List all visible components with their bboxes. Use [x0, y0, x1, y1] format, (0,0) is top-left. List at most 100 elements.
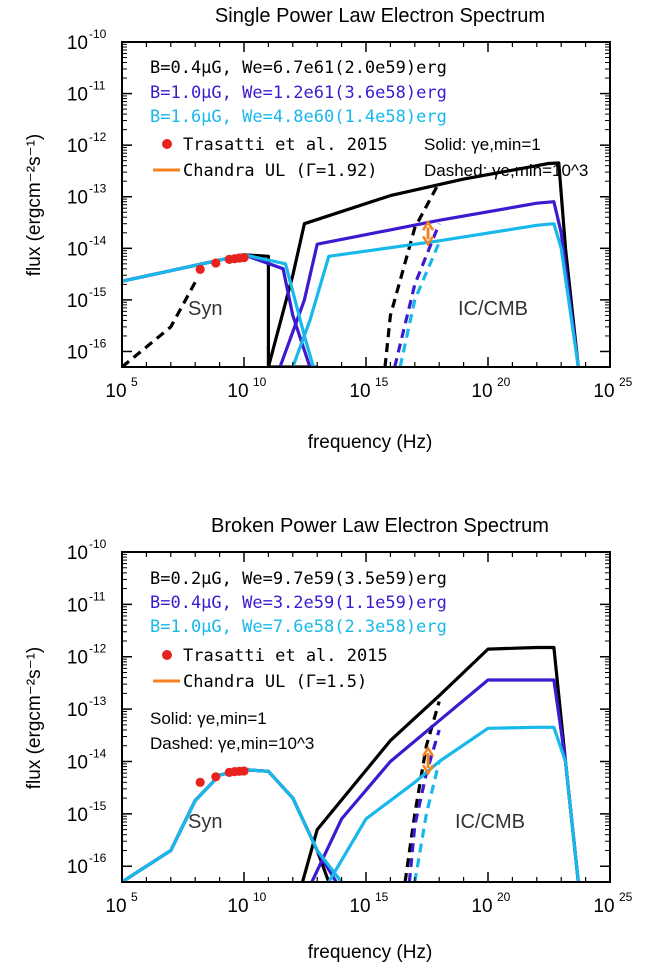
- x-tick-label: 10: [227, 381, 248, 402]
- series-line-black-solid: [266, 161, 580, 367]
- series-line-b1-solid: [310, 678, 580, 882]
- x-tick-label-exponent: 15: [375, 375, 389, 389]
- annotation-syn: Syn: [188, 298, 222, 320]
- data-point: [195, 264, 205, 275]
- legend-entry: B=1.0μG, We=7.6e58(2.3e58)erg: [150, 617, 447, 637]
- chart-title: Single Power Law Electron Spectrum: [215, 5, 545, 27]
- series-line-b1-dashed: [407, 729, 441, 882]
- y-tick-label: 10: [67, 342, 88, 363]
- series-curves: [122, 645, 580, 882]
- y-tick-label-exponent: -11: [89, 79, 106, 93]
- chandra-ul-arrowhead: [422, 235, 435, 247]
- series-line-black-solid: [122, 768, 331, 882]
- data-point: [211, 258, 221, 268]
- x-tick-label: 10: [105, 381, 126, 402]
- y-tick-label: 10: [67, 543, 88, 564]
- chart-panel-broken-power-law: Broken Power Law Electron Spectrum 10 5 10…: [24, 515, 633, 963]
- series-line-b1-solid: [278, 200, 580, 367]
- chandra-ul-arrowhead: [422, 219, 435, 231]
- series-line-black-dashed: [403, 701, 441, 882]
- legend-entry: Chandra UL (Γ=1.5): [183, 672, 367, 692]
- style-note-dashed: Dashed: γe,min=10^3: [150, 734, 314, 753]
- style-note-solid: Solid: γe,min=1: [424, 135, 541, 154]
- x-tick-label-exponent: 25: [619, 375, 633, 389]
- x-tick-label-exponent: 25: [619, 890, 633, 904]
- data-point: [211, 772, 221, 782]
- legend-entry: B=0.4μG, We=3.2e59(1.1e59)erg: [150, 593, 447, 613]
- y-tick-label-exponent: -10: [89, 537, 107, 551]
- x-tick-label-exponent: 10: [253, 890, 267, 904]
- data-points: [195, 253, 249, 275]
- y-axis-label: flux (ergcm⁻²s⁻¹): [24, 134, 45, 277]
- legend-entry: B=0.4μG, We=6.7e61(2.0e59)erg: [150, 58, 447, 78]
- x-tick-label: 10: [227, 896, 248, 917]
- y-tick-label: 10: [67, 188, 88, 209]
- annotation-syn: Syn: [188, 811, 222, 833]
- y-tick-label: 10: [67, 33, 88, 54]
- legend-entry: B=0.2μG, We=9.7e59(3.5e59)erg: [150, 569, 447, 589]
- series-line-black-dashed: [383, 181, 441, 367]
- legend: B=0.4μG, We=6.7e61(2.0e59)erg B=1.0μG, W…: [150, 58, 588, 181]
- x-tick-label: 10: [593, 896, 614, 917]
- series-line-black-dashed: [122, 281, 197, 367]
- chart-title: Broken Power Law Electron Spectrum: [211, 515, 549, 537]
- y-tick-label-exponent: -13: [89, 694, 107, 708]
- data-point: [195, 777, 205, 787]
- x-tick-label-exponent: 20: [497, 375, 511, 389]
- x-axis-label: frequency (Hz): [308, 432, 433, 453]
- data-points: [195, 766, 249, 787]
- y-tick-label: 10: [67, 857, 88, 878]
- legend-entry: B=1.6μG, We=4.8e60(1.4e58)erg: [150, 107, 447, 127]
- legend-entry: Chandra UL (Γ=1.92): [183, 161, 377, 181]
- y-tick-label-exponent: -14: [89, 233, 107, 247]
- style-note-solid: Solid: γe,min=1: [150, 709, 267, 728]
- y-tick-label: 10: [67, 85, 88, 106]
- x-tick-label-exponent: 5: [131, 375, 138, 389]
- y-tick-label-exponent: -15: [89, 285, 107, 299]
- y-tick-label-exponent: -12: [89, 642, 107, 656]
- x-axis-label: frequency (Hz): [308, 942, 433, 963]
- chandra-upper-limit: [422, 219, 435, 247]
- legend-entry: B=1.0μG, We=1.2e61(3.6e58)erg: [150, 83, 447, 103]
- y-tick-label: 10: [67, 648, 88, 669]
- y-tick-label: 10: [67, 239, 88, 260]
- series-line-b2-dashed: [413, 761, 441, 882]
- y-tick-label-exponent: -15: [89, 799, 107, 813]
- chart-panel-single-power-law: Single Power Law Electron Spectrum 10 5 10…: [24, 5, 633, 453]
- data-point: [239, 766, 249, 776]
- x-tick-label: 10: [471, 896, 492, 917]
- series-line-b1-dashed: [393, 223, 441, 367]
- x-tick-label: 10: [349, 896, 370, 917]
- y-axis-label: flux (ergcm⁻²s⁻¹): [24, 647, 45, 790]
- annotation-ic-cmb: IC/CMB: [458, 298, 528, 320]
- legend: B=0.2μG, We=9.7e59(3.5e59)erg B=0.4μG, W…: [150, 569, 447, 753]
- y-tick-label-exponent: -16: [89, 851, 107, 865]
- y-tick-label-exponent: -16: [89, 336, 107, 350]
- y-tick-label-exponent: -12: [89, 130, 107, 144]
- chandra-ul-arrowhead: [422, 764, 435, 776]
- annotation-ic-cmb: IC/CMB: [455, 811, 525, 833]
- x-tick-label-exponent: 5: [131, 890, 138, 904]
- y-tick-label: 10: [67, 752, 88, 773]
- series-line-b2-dashed: [398, 241, 441, 367]
- x-tick-label-exponent: 10: [253, 375, 267, 389]
- series-line-b2-solid: [327, 725, 580, 882]
- legend-marker-circle: [162, 139, 172, 149]
- series-line-b2-solid: [122, 253, 318, 367]
- y-tick-label-exponent: -11: [89, 589, 106, 603]
- y-tick-label: 10: [67, 136, 88, 157]
- legend-entry: Trasatti et al. 2015: [183, 646, 388, 666]
- series-curves: [122, 161, 580, 367]
- x-tick-label: 10: [593, 381, 614, 402]
- x-tick-label: 10: [349, 381, 370, 402]
- data-point: [239, 253, 249, 263]
- x-tick-label: 10: [471, 381, 492, 402]
- y-tick-label-exponent: -14: [89, 746, 107, 760]
- legend-marker-circle: [162, 650, 172, 660]
- series-line-b2-solid: [291, 222, 580, 367]
- x-tick-label-exponent: 15: [375, 890, 389, 904]
- style-note-dashed: Dashed: γe,min=10^3: [424, 161, 588, 180]
- chandra-upper-limit: [422, 745, 435, 776]
